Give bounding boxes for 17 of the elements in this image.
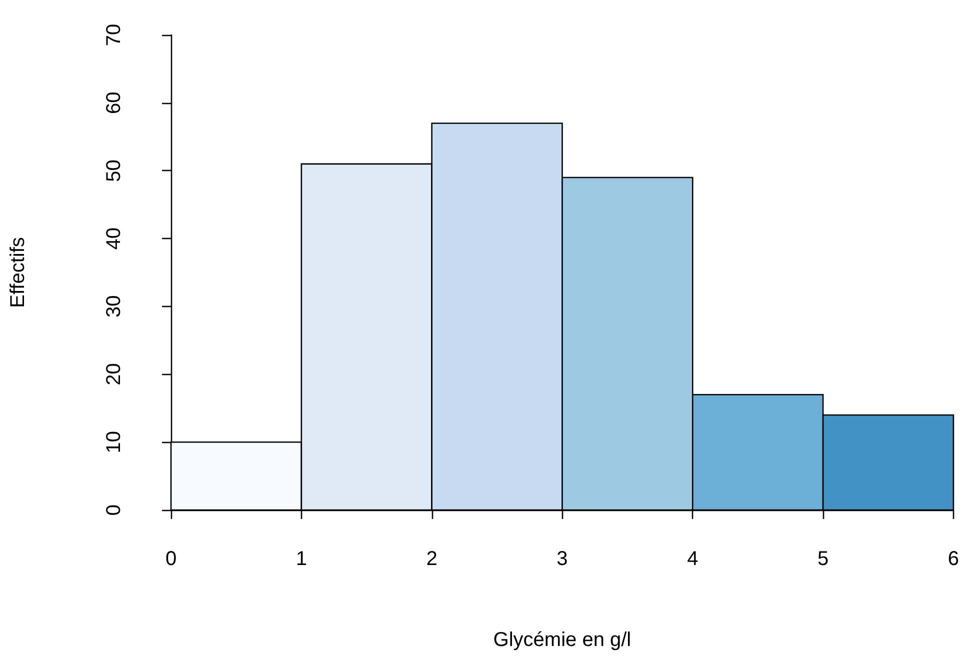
y-tick-label: 70 <box>103 24 125 46</box>
x-tick-label: 6 <box>948 548 959 570</box>
x-axis-title: Glycémie en g/l <box>493 629 632 651</box>
x-tick-label: 4 <box>687 548 698 570</box>
y-tick-label: 20 <box>103 363 125 386</box>
y-tick-label: 10 <box>103 431 125 454</box>
x-tick-label: 3 <box>556 548 568 570</box>
x-tick-label: 5 <box>817 548 829 570</box>
x-tick-label: 0 <box>165 548 177 570</box>
x-tick-label: 2 <box>426 548 438 570</box>
y-tick-label: 50 <box>103 160 125 182</box>
y-axis-title: Effectifs <box>7 237 29 308</box>
y-tick-label: 0 <box>103 504 125 516</box>
y-tick-label: 40 <box>103 227 125 250</box>
y-tick-label: 60 <box>103 92 125 114</box>
x-tick-label: 1 <box>296 548 307 570</box>
y-tick-label: 30 <box>103 295 125 318</box>
